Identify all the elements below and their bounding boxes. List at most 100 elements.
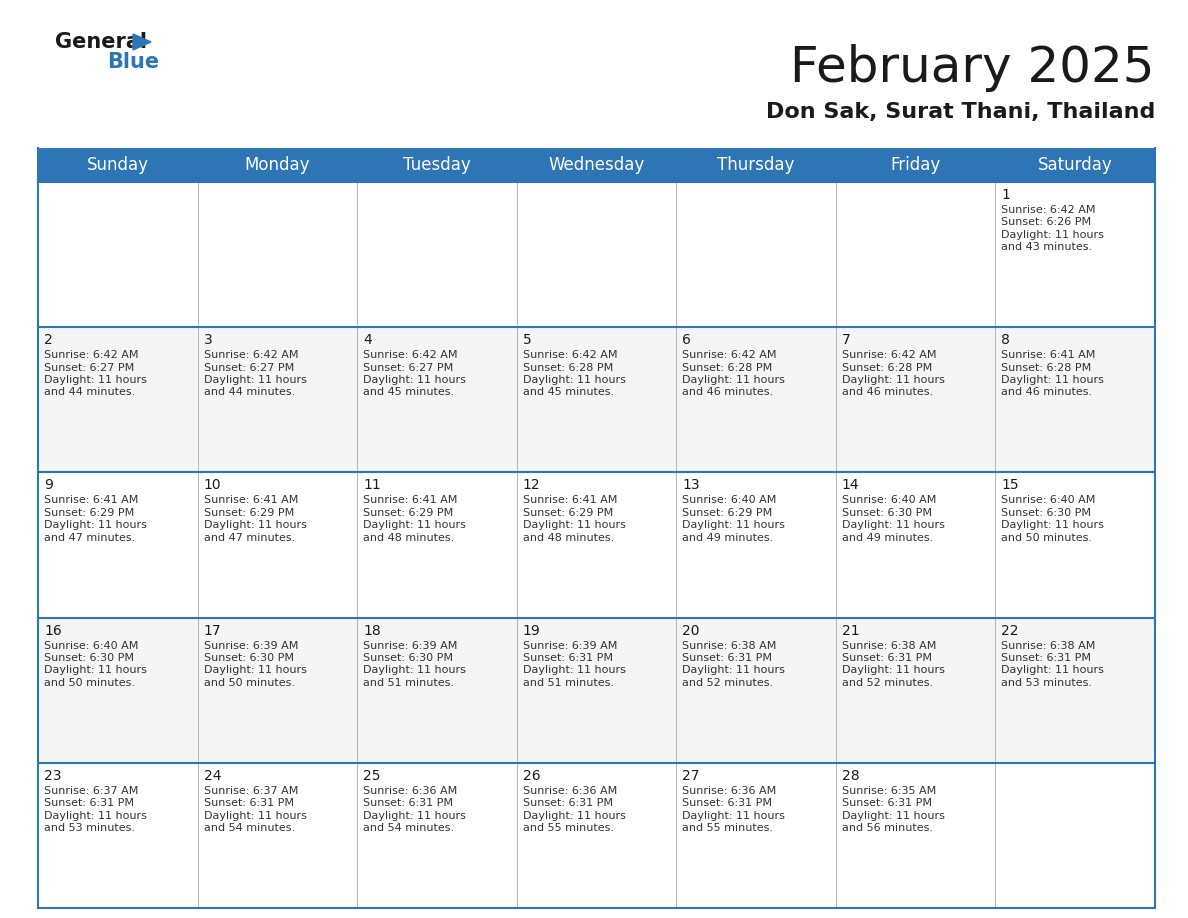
Text: Daylight: 11 hours: Daylight: 11 hours (364, 666, 466, 676)
Bar (38, 148, 1155, 182)
Text: 20: 20 (682, 623, 700, 638)
Text: Thursday: Thursday (718, 156, 795, 174)
Text: Daylight: 11 hours: Daylight: 11 hours (523, 375, 626, 385)
Text: 23: 23 (44, 768, 62, 783)
Text: 12: 12 (523, 478, 541, 492)
Text: and 51 minutes.: and 51 minutes. (523, 677, 614, 688)
Text: Daylight: 11 hours: Daylight: 11 hours (44, 666, 147, 676)
Text: Daylight: 11 hours: Daylight: 11 hours (44, 521, 147, 531)
Text: Sunset: 6:31 PM: Sunset: 6:31 PM (1001, 653, 1092, 663)
Text: Sunset: 6:28 PM: Sunset: 6:28 PM (682, 363, 772, 373)
Text: 6: 6 (682, 333, 691, 347)
Text: Sunset: 6:29 PM: Sunset: 6:29 PM (682, 508, 772, 518)
Text: Sunset: 6:31 PM: Sunset: 6:31 PM (842, 798, 931, 808)
Text: 13: 13 (682, 478, 700, 492)
Text: and 45 minutes.: and 45 minutes. (364, 387, 454, 397)
Text: Sunset: 6:26 PM: Sunset: 6:26 PM (1001, 218, 1092, 228)
Text: Daylight: 11 hours: Daylight: 11 hours (1001, 521, 1105, 531)
Text: Sunset: 6:30 PM: Sunset: 6:30 PM (1001, 508, 1092, 518)
Text: Sunset: 6:31 PM: Sunset: 6:31 PM (523, 653, 613, 663)
Text: Sunrise: 6:38 AM: Sunrise: 6:38 AM (682, 641, 777, 651)
Text: and 51 minutes.: and 51 minutes. (364, 677, 454, 688)
Text: and 44 minutes.: and 44 minutes. (44, 387, 135, 397)
Text: Sunrise: 6:39 AM: Sunrise: 6:39 AM (364, 641, 457, 651)
Text: Daylight: 11 hours: Daylight: 11 hours (203, 521, 307, 531)
Text: Daylight: 11 hours: Daylight: 11 hours (842, 375, 944, 385)
Text: and 48 minutes.: and 48 minutes. (523, 532, 614, 543)
Text: Sunrise: 6:36 AM: Sunrise: 6:36 AM (523, 786, 617, 796)
Text: 28: 28 (842, 768, 859, 783)
Text: Daylight: 11 hours: Daylight: 11 hours (364, 375, 466, 385)
Text: Sunset: 6:31 PM: Sunset: 6:31 PM (842, 653, 931, 663)
Text: Friday: Friday (891, 156, 941, 174)
Text: 21: 21 (842, 623, 859, 638)
Text: Sunset: 6:31 PM: Sunset: 6:31 PM (203, 798, 293, 808)
Text: and 50 minutes.: and 50 minutes. (203, 677, 295, 688)
Text: Daylight: 11 hours: Daylight: 11 hours (682, 521, 785, 531)
Text: Sunrise: 6:41 AM: Sunrise: 6:41 AM (1001, 350, 1095, 360)
Text: Daylight: 11 hours: Daylight: 11 hours (203, 375, 307, 385)
Bar (38, 182, 1155, 327)
Bar (38, 473, 1155, 618)
Text: Sunset: 6:29 PM: Sunset: 6:29 PM (364, 508, 454, 518)
Text: Daylight: 11 hours: Daylight: 11 hours (523, 811, 626, 821)
Text: Sunset: 6:29 PM: Sunset: 6:29 PM (44, 508, 134, 518)
Text: Sunset: 6:30 PM: Sunset: 6:30 PM (44, 653, 134, 663)
Text: Daylight: 11 hours: Daylight: 11 hours (842, 666, 944, 676)
Text: Daylight: 11 hours: Daylight: 11 hours (203, 811, 307, 821)
Bar (38, 618, 1155, 763)
Text: Sunrise: 6:42 AM: Sunrise: 6:42 AM (682, 350, 777, 360)
Text: Don Sak, Surat Thani, Thailand: Don Sak, Surat Thani, Thailand (765, 102, 1155, 122)
Text: Sunset: 6:31 PM: Sunset: 6:31 PM (682, 653, 772, 663)
Text: Sunset: 6:27 PM: Sunset: 6:27 PM (44, 363, 134, 373)
Text: Sunset: 6:31 PM: Sunset: 6:31 PM (523, 798, 613, 808)
Text: Tuesday: Tuesday (403, 156, 470, 174)
Text: 25: 25 (364, 768, 380, 783)
Text: Sunrise: 6:40 AM: Sunrise: 6:40 AM (44, 641, 138, 651)
Text: Sunrise: 6:35 AM: Sunrise: 6:35 AM (842, 786, 936, 796)
Text: February 2025: February 2025 (790, 44, 1155, 92)
Text: Daylight: 11 hours: Daylight: 11 hours (842, 521, 944, 531)
Text: 14: 14 (842, 478, 859, 492)
Text: 27: 27 (682, 768, 700, 783)
Text: and 47 minutes.: and 47 minutes. (203, 532, 295, 543)
Text: Sunrise: 6:38 AM: Sunrise: 6:38 AM (842, 641, 936, 651)
Text: and 49 minutes.: and 49 minutes. (842, 532, 933, 543)
Text: 19: 19 (523, 623, 541, 638)
Text: 17: 17 (203, 623, 221, 638)
Text: 7: 7 (842, 333, 851, 347)
Text: and 49 minutes.: and 49 minutes. (682, 532, 773, 543)
Text: Saturday: Saturday (1038, 156, 1113, 174)
Text: 22: 22 (1001, 623, 1019, 638)
Text: and 47 minutes.: and 47 minutes. (44, 532, 135, 543)
Text: General: General (55, 32, 147, 52)
Text: Sunset: 6:28 PM: Sunset: 6:28 PM (1001, 363, 1092, 373)
Text: and 56 minutes.: and 56 minutes. (842, 823, 933, 833)
Text: Sunday: Sunday (87, 156, 148, 174)
Text: 18: 18 (364, 623, 381, 638)
Text: Sunset: 6:27 PM: Sunset: 6:27 PM (203, 363, 293, 373)
Text: Sunrise: 6:40 AM: Sunrise: 6:40 AM (842, 496, 936, 506)
Text: Sunset: 6:31 PM: Sunset: 6:31 PM (682, 798, 772, 808)
Text: Sunrise: 6:39 AM: Sunrise: 6:39 AM (523, 641, 617, 651)
Text: 9: 9 (44, 478, 53, 492)
Text: and 43 minutes.: and 43 minutes. (1001, 242, 1093, 252)
Text: Sunrise: 6:36 AM: Sunrise: 6:36 AM (364, 786, 457, 796)
Text: Sunrise: 6:41 AM: Sunrise: 6:41 AM (44, 496, 138, 506)
Text: Daylight: 11 hours: Daylight: 11 hours (1001, 375, 1105, 385)
Text: Sunset: 6:30 PM: Sunset: 6:30 PM (364, 653, 453, 663)
Text: Daylight: 11 hours: Daylight: 11 hours (842, 811, 944, 821)
Text: Sunrise: 6:42 AM: Sunrise: 6:42 AM (523, 350, 618, 360)
Text: 10: 10 (203, 478, 221, 492)
Text: Sunset: 6:28 PM: Sunset: 6:28 PM (523, 363, 613, 373)
Text: Sunrise: 6:41 AM: Sunrise: 6:41 AM (364, 496, 457, 506)
Text: Daylight: 11 hours: Daylight: 11 hours (523, 521, 626, 531)
Text: and 48 minutes.: and 48 minutes. (364, 532, 454, 543)
Text: 8: 8 (1001, 333, 1010, 347)
Bar (38, 327, 1155, 473)
Text: Sunrise: 6:39 AM: Sunrise: 6:39 AM (203, 641, 298, 651)
Text: Sunrise: 6:42 AM: Sunrise: 6:42 AM (203, 350, 298, 360)
Text: Wednesday: Wednesday (549, 156, 645, 174)
Text: and 52 minutes.: and 52 minutes. (682, 677, 773, 688)
Text: 11: 11 (364, 478, 381, 492)
